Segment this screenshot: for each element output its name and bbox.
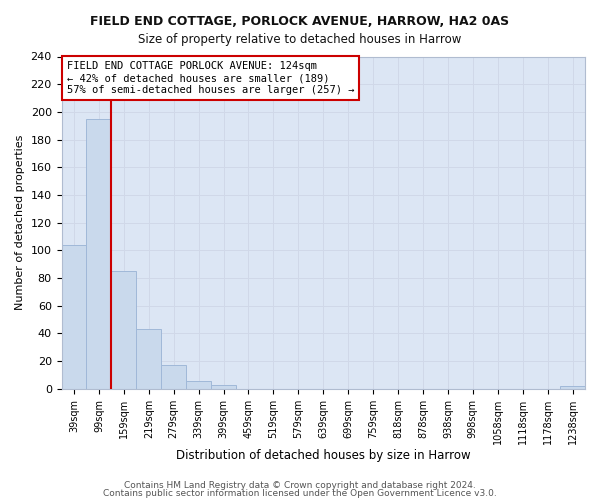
Bar (161, 366, 186, 389)
Bar (112, 271, 136, 389)
Bar (62, 245, 86, 389)
Text: FIELD END COTTAGE PORLOCK AVENUE: 124sqm
← 42% of detached houses are smaller (1: FIELD END COTTAGE PORLOCK AVENUE: 124sqm… (67, 62, 354, 94)
Y-axis label: Number of detached properties: Number of detached properties (15, 135, 25, 310)
Bar (211, 384, 236, 389)
X-axis label: Distribution of detached houses by size in Harrow: Distribution of detached houses by size … (176, 450, 470, 462)
Text: Contains HM Land Registry data © Crown copyright and database right 2024.: Contains HM Land Registry data © Crown c… (124, 480, 476, 490)
Bar (186, 380, 211, 389)
Text: Contains public sector information licensed under the Open Government Licence v3: Contains public sector information licen… (103, 489, 497, 498)
Text: FIELD END COTTAGE, PORLOCK AVENUE, HARROW, HA2 0AS: FIELD END COTTAGE, PORLOCK AVENUE, HARRO… (91, 15, 509, 28)
Bar (560, 386, 585, 389)
Bar (136, 330, 161, 389)
Bar (86, 119, 112, 389)
Text: Size of property relative to detached houses in Harrow: Size of property relative to detached ho… (139, 32, 461, 46)
